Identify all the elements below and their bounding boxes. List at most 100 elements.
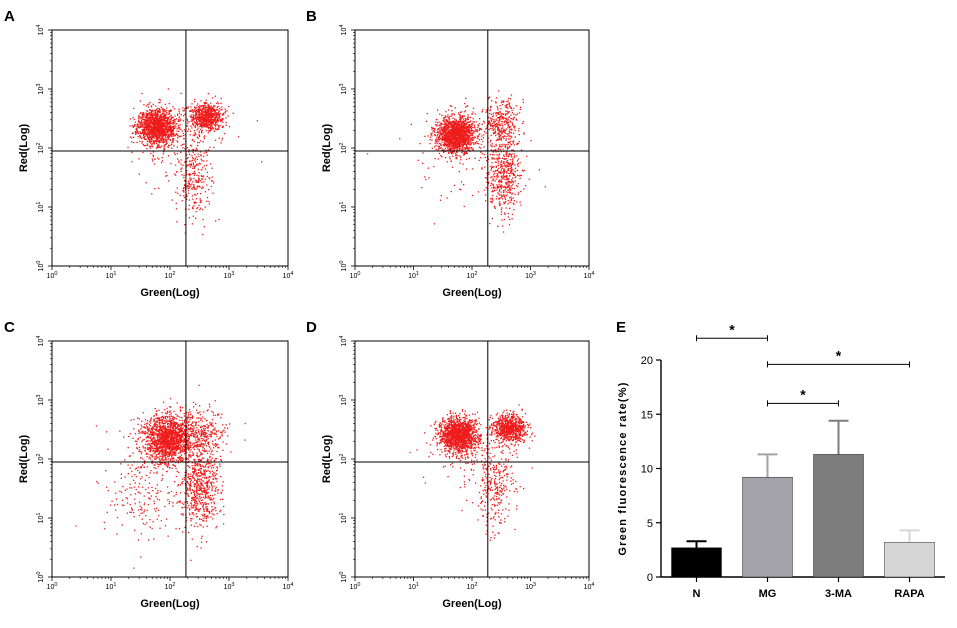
data-point: [182, 190, 184, 192]
data-point: [500, 184, 502, 186]
data-point: [153, 143, 155, 145]
data-point: [150, 139, 152, 141]
data-point: [167, 146, 170, 148]
data-point: [441, 133, 443, 135]
data-point: [508, 116, 510, 118]
data-point: [508, 102, 510, 104]
data-point: [450, 121, 452, 124]
data-point: [153, 123, 155, 126]
data-point: [500, 165, 502, 167]
data-point: [189, 134, 191, 136]
data-point: [453, 147, 455, 149]
data-point: [199, 198, 201, 200]
data-point: [507, 123, 509, 125]
data-point: [434, 157, 436, 160]
data-point: [513, 203, 515, 205]
data-point: [499, 115, 501, 118]
data-point: [131, 137, 133, 139]
data-point: [143, 127, 146, 129]
data-point: [508, 191, 510, 193]
data-point: [170, 114, 172, 117]
data-point: [490, 201, 492, 203]
data-point: [137, 123, 139, 125]
data-point: [165, 127, 167, 129]
data-point: [159, 126, 161, 128]
data-point: [183, 191, 185, 193]
data-point: [448, 140, 450, 142]
data-point: [507, 167, 510, 170]
data-point: [152, 130, 155, 132]
data-point: [464, 102, 466, 105]
data-point: [149, 114, 151, 116]
data-point: [509, 189, 512, 191]
data-point: [497, 158, 500, 160]
data-point: [201, 123, 203, 126]
data-point: [153, 163, 156, 165]
data-point: [142, 114, 144, 116]
data-point: [206, 113, 209, 115]
data-point: [192, 134, 194, 136]
data-point: [430, 134, 432, 136]
data-point: [432, 130, 434, 132]
data-point: [194, 126, 196, 129]
x-tick-label: 103: [224, 271, 235, 280]
data-point: [454, 122, 456, 125]
data-point: [468, 142, 470, 144]
data-point: [495, 178, 497, 180]
data-point: [193, 183, 195, 186]
data-point: [201, 114, 203, 116]
data-point: [445, 143, 447, 145]
data-point: [465, 132, 467, 134]
data-point: [445, 123, 447, 125]
data-point: [470, 127, 472, 129]
data-point: [484, 194, 487, 196]
data-point: [508, 98, 510, 100]
data-point: [195, 194, 197, 196]
data-point: [147, 137, 149, 140]
data-point: [163, 138, 165, 140]
data-point: [191, 188, 193, 190]
data-point: [159, 134, 161, 136]
data-point: [210, 102, 212, 104]
data-point: [155, 119, 157, 121]
data-point: [132, 132, 134, 134]
data-point: [497, 148, 499, 151]
data-point: [170, 128, 172, 130]
data-point: [443, 129, 445, 132]
data-point: [218, 137, 220, 139]
data-point: [470, 143, 472, 145]
data-point: [206, 184, 208, 186]
data-point: [163, 122, 166, 124]
data-point: [154, 127, 156, 129]
data-point: [512, 159, 514, 161]
data-point: [187, 182, 189, 184]
data-point: [196, 129, 198, 131]
data-point: [472, 142, 474, 144]
data-point: [489, 141, 491, 143]
data-point: [437, 134, 439, 136]
data-point: [192, 122, 194, 124]
data-point: [155, 147, 158, 149]
data-point: [513, 125, 515, 127]
data-point: [211, 124, 213, 126]
data-point: [499, 189, 501, 191]
data-point: [143, 112, 145, 115]
data-point: [164, 127, 167, 129]
data-point: [162, 141, 164, 143]
data-point: [158, 187, 160, 189]
data-point: [215, 119, 217, 121]
data-point: [453, 139, 455, 141]
data-point: [147, 116, 149, 118]
data-point: [193, 167, 195, 169]
data-point: [157, 157, 159, 159]
data-point: [194, 172, 196, 175]
data-point: [446, 133, 449, 135]
data-point: [212, 122, 214, 124]
data-point: [214, 95, 216, 97]
data-point: [157, 112, 159, 114]
data-point: [455, 137, 458, 139]
data-point: [510, 117, 512, 120]
data-point: [446, 124, 448, 126]
data-point: [176, 133, 178, 135]
data-point: [465, 106, 467, 108]
